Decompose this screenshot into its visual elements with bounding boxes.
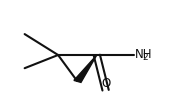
Text: O: O — [101, 77, 110, 90]
Polygon shape — [74, 55, 97, 82]
Text: 2: 2 — [142, 53, 148, 62]
Text: NH: NH — [135, 48, 152, 61]
